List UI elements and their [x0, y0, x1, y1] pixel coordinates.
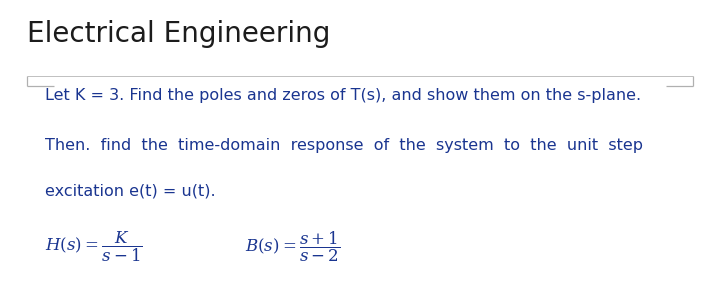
Text: $H(s)=\dfrac{K}{s-1}$: $H(s)=\dfrac{K}{s-1}$: [45, 230, 143, 264]
Text: Electrical Engineering: Electrical Engineering: [27, 20, 330, 48]
Text: excitation e(t) = u(t).: excitation e(t) = u(t).: [45, 184, 215, 199]
Text: Let K = 3. Find the poles and zeros of T(s), and show them on the s-plane.: Let K = 3. Find the poles and zeros of T…: [45, 88, 641, 102]
Text: $B(s)=\dfrac{s+1}{s-2}$: $B(s)=\dfrac{s+1}{s-2}$: [245, 230, 341, 264]
Text: Then.  find  the  time-domain  response  of  the  system  to  the  unit  step: Then. find the time-domain response of t…: [45, 138, 643, 153]
